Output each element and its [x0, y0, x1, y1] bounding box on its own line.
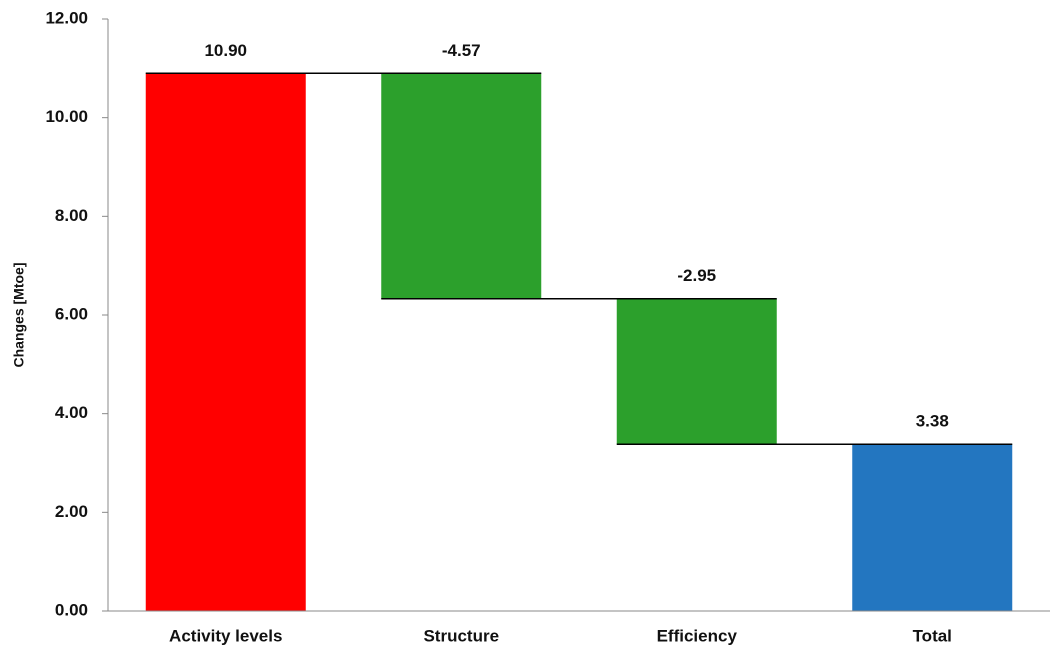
x-tick-label: Efficiency	[657, 626, 738, 645]
y-tick-label: 0.00	[55, 600, 88, 619]
x-tick-label: Structure	[423, 626, 499, 645]
value-label: -4.57	[442, 41, 481, 60]
x-tick-label: Total	[913, 626, 952, 645]
y-tick-label: 6.00	[55, 304, 88, 323]
bar	[852, 444, 1013, 611]
value-label: 10.90	[204, 41, 247, 60]
bar	[381, 73, 542, 299]
value-label: -2.95	[677, 266, 716, 285]
bar	[616, 298, 777, 445]
y-tick-label: 4.00	[55, 403, 88, 422]
bar	[145, 73, 306, 612]
y-tick-label: 8.00	[55, 206, 88, 225]
y-tick-label: 12.00	[45, 8, 88, 27]
value-label: 3.38	[916, 412, 949, 431]
y-axis-label: Changes [Mtoe]	[11, 263, 27, 368]
y-tick-label: 2.00	[55, 502, 88, 521]
y-tick-label: 10.00	[45, 107, 88, 126]
x-tick-label: Activity levels	[169, 626, 282, 645]
